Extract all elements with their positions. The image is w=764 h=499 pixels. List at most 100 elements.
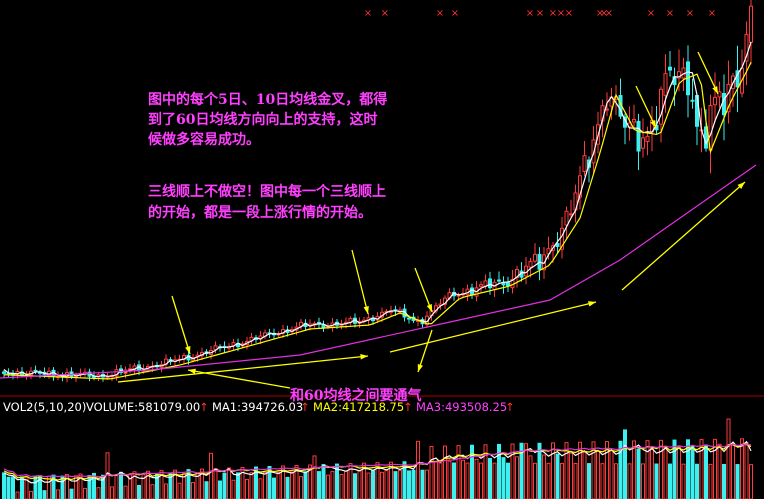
volume-bar	[353, 473, 357, 499]
candle	[632, 118, 636, 123]
candle	[717, 91, 722, 98]
volume-bar	[650, 447, 654, 499]
volume-bar	[74, 475, 78, 499]
candle	[713, 96, 717, 106]
volume-bar	[695, 463, 699, 499]
volume-bar	[731, 442, 735, 499]
candle	[497, 279, 501, 282]
marker: ×	[666, 8, 674, 19]
volume-bar	[137, 484, 141, 499]
volume-bar	[641, 463, 645, 499]
volume-bar	[294, 465, 299, 499]
candle	[321, 324, 326, 328]
volume-bar	[636, 448, 641, 499]
volume-bar	[299, 476, 303, 499]
ma3-value: MA3:493508.25	[416, 400, 507, 414]
price-panel	[0, 0, 757, 383]
arrow-head	[363, 306, 369, 314]
volume-bar	[83, 487, 87, 499]
marker: ×	[451, 8, 459, 19]
volume-bar	[29, 490, 33, 499]
candle	[470, 287, 474, 296]
note-line: 三线顺上不做空！图中每一个三线顺上	[148, 183, 386, 200]
candle	[2, 371, 6, 374]
volume-bar	[573, 463, 578, 499]
vol-ma3	[3, 443, 752, 478]
volume-bar	[33, 476, 38, 499]
volume-bar	[488, 458, 492, 499]
volume-bar	[744, 442, 749, 499]
candle	[479, 284, 483, 287]
volume-bar	[623, 429, 627, 499]
arrow-head	[417, 364, 423, 372]
volume-bar	[290, 471, 294, 499]
volume-bar	[722, 463, 726, 499]
marker: ×	[526, 8, 534, 19]
note-line: 的开始，都是一段上涨行情的开始。	[148, 204, 372, 221]
up-arrow: ↑	[505, 400, 515, 414]
marker: ×	[605, 8, 613, 19]
volume-bar	[560, 462, 564, 499]
volume-bar	[632, 440, 636, 499]
volume-bar	[371, 470, 375, 499]
marker: ×	[647, 8, 655, 19]
candle	[735, 70, 740, 88]
candle	[663, 73, 668, 96]
arrow	[171, 295, 191, 355]
volume-bar	[470, 444, 474, 499]
vol-value: VOLUME:581079.00	[86, 400, 200, 414]
arrow-head	[360, 354, 368, 360]
vol-ma1	[3, 440, 752, 484]
volume-bar	[222, 472, 227, 499]
volume-bar	[425, 469, 429, 499]
volume-bar	[263, 471, 267, 499]
arrow	[117, 355, 369, 383]
candle	[726, 83, 731, 113]
volume-bar	[362, 462, 366, 499]
marker: ×	[536, 8, 544, 19]
arrow-head	[588, 301, 596, 307]
volume-bar	[713, 438, 717, 499]
volume-bar	[326, 474, 330, 499]
volume-bar	[42, 490, 47, 499]
volume-bar	[546, 462, 551, 499]
volume-bar	[528, 455, 533, 499]
annotation-arrows	[117, 51, 746, 389]
marker: ×	[549, 8, 557, 19]
volume-bar	[245, 479, 249, 499]
volume-bar	[92, 472, 96, 499]
volume-bar	[101, 474, 105, 499]
arrow	[351, 249, 369, 315]
up-arrow: ↑	[199, 400, 209, 414]
volume-bar	[506, 462, 510, 499]
marker: ×	[708, 8, 716, 19]
volume-bar	[582, 451, 587, 499]
volume-bar	[236, 472, 240, 499]
volume-bar	[609, 450, 614, 499]
arrow	[635, 85, 657, 129]
volume-bar	[96, 487, 101, 499]
volume-bar	[308, 464, 312, 499]
volume-bar	[6, 476, 11, 499]
volume-bar	[249, 472, 254, 499]
candle	[555, 243, 560, 247]
volume-bar	[398, 469, 402, 499]
volume-bar	[177, 482, 182, 499]
volume-bar	[200, 468, 204, 499]
volume-bar	[492, 462, 497, 499]
volume-bar	[195, 473, 200, 499]
volume-bar	[366, 472, 371, 499]
candle	[569, 213, 573, 216]
volume-bar	[555, 453, 560, 499]
volume-bar	[452, 462, 456, 499]
volume-bar	[344, 470, 348, 499]
volume-bar	[429, 445, 434, 499]
volume-bar	[65, 474, 69, 499]
volume-bar	[209, 452, 213, 499]
volume-bar	[740, 438, 744, 499]
volume-bar	[443, 445, 447, 499]
volume-bar	[110, 486, 114, 499]
volume-bar	[231, 479, 236, 499]
volume-bar	[456, 445, 461, 499]
volume-bar	[677, 446, 681, 499]
